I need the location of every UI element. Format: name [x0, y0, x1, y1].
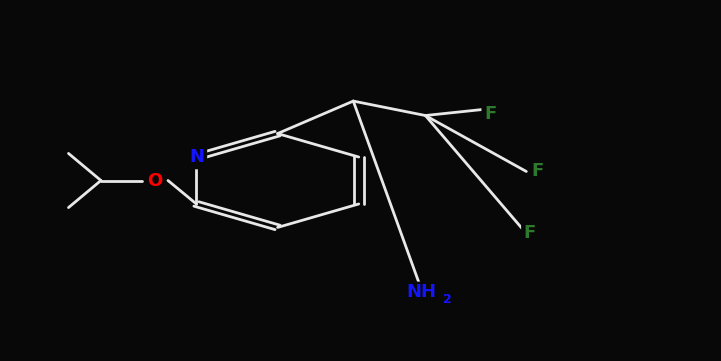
Text: F: F: [531, 162, 543, 180]
Text: N: N: [189, 148, 204, 166]
Text: F: F: [485, 105, 496, 123]
Text: NH: NH: [407, 283, 437, 301]
Text: F: F: [524, 224, 536, 242]
Text: 2: 2: [443, 293, 451, 306]
Text: O: O: [147, 171, 163, 190]
